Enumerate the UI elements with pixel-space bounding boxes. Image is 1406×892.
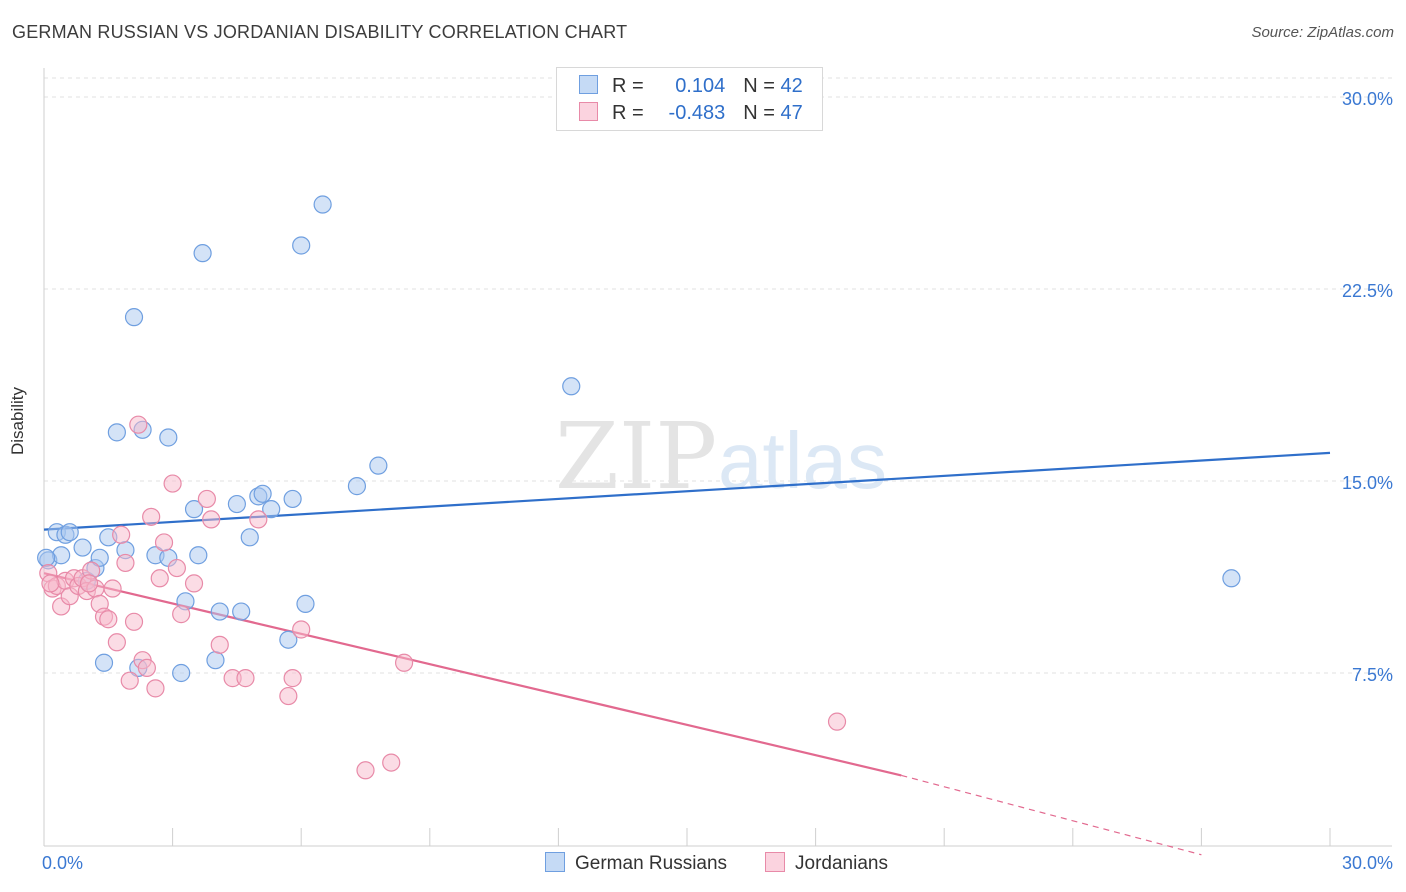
watermark: ZIP atlas <box>555 403 887 510</box>
german-russian-point <box>189 546 208 565</box>
german-russian-point <box>206 651 225 670</box>
legend-row-german-russians: R = 0.104 N = 42 <box>579 75 803 99</box>
watermark-atlas: atlas <box>718 416 887 505</box>
jordanian-point <box>236 669 255 688</box>
german-russian-point <box>60 523 79 542</box>
german-russian-point <box>94 653 114 672</box>
jordanian-point <box>116 553 135 573</box>
german-russian-point <box>227 494 246 514</box>
chart-source: Source: ZipAtlas.com <box>1251 24 1394 41</box>
german-russian-point <box>347 477 367 496</box>
legend-row-jordanians: R = -0.483 N = 47 <box>579 102 803 126</box>
jordanian-point <box>279 686 298 706</box>
german-russian-point <box>253 484 272 503</box>
german-russian-point <box>313 195 332 214</box>
x-tick-label: 30.0% <box>1342 853 1393 873</box>
jordanian-point <box>382 753 401 772</box>
y-tick-label: 22.5% <box>1342 281 1393 301</box>
legend-n-value: 42 <box>780 75 803 97</box>
german-russian-point <box>240 528 259 547</box>
legend-r-value: 0.104 <box>675 75 726 97</box>
german-russian-point <box>73 538 92 557</box>
legend-swatch-pink <box>765 852 785 872</box>
german-russian-point <box>292 236 311 255</box>
jordanian-point <box>107 633 126 652</box>
jordanian-point <box>197 489 216 509</box>
jordanian-point <box>202 510 221 529</box>
watermark-zip: ZIP <box>555 403 717 510</box>
jordanian-point <box>292 620 311 639</box>
jordanian-trend-extension <box>901 774 1202 856</box>
jordanian-point <box>150 569 169 588</box>
legend-r-label: R = <box>612 75 644 97</box>
legend-n-label: N = <box>743 75 775 97</box>
chart-title: GERMAN RUSSIAN VS JORDANIAN DISABILITY C… <box>12 22 628 42</box>
german-russian-point <box>262 500 281 519</box>
legend-r-label: R = <box>612 102 644 124</box>
german-russian-point <box>1222 569 1241 588</box>
y-tick-label: 7.5% <box>1352 665 1393 685</box>
legend-swatch-blue <box>579 75 598 94</box>
jordanian-point <box>283 669 302 688</box>
legend-r-value: -0.483 <box>668 102 726 124</box>
german-russian-point <box>562 377 581 396</box>
jordanian-point <box>827 712 847 731</box>
jordanian-point <box>146 679 165 698</box>
jordanian-point <box>120 671 139 690</box>
legend-label: Jordanians <box>795 853 888 874</box>
german-russian-point <box>124 308 144 327</box>
german-russian-point <box>184 500 204 519</box>
german-russian-point <box>159 428 178 447</box>
jordanian-point <box>172 605 191 624</box>
german-russian-point <box>369 456 388 475</box>
german-russian-point <box>232 602 251 621</box>
german-russian-point <box>283 489 302 509</box>
legend-swatch-pink <box>579 102 598 121</box>
legend-swatch-blue <box>545 852 565 872</box>
german-russian-point <box>90 548 109 567</box>
jordanian-point <box>41 574 60 593</box>
german-russian-point <box>37 548 56 567</box>
y-tick-labels: 7.5% 15.0% 22.5% 30.0% <box>1342 89 1393 685</box>
y-tick-label: 30.0% <box>1342 89 1393 109</box>
legend-label: German Russians <box>575 853 728 874</box>
jordanian-point <box>356 761 375 780</box>
jordanian-point <box>99 610 118 629</box>
german-russian-point <box>107 423 126 442</box>
german-russian-point <box>279 630 298 649</box>
y-tick-label: 15.0% <box>1342 473 1393 493</box>
german-russian-point <box>296 594 315 613</box>
legend-item-german-russians: German Russians <box>545 852 727 875</box>
jordanian-point <box>249 510 268 529</box>
x-tick-label: 0.0% <box>42 853 83 873</box>
jordanian-point <box>142 507 161 526</box>
jordanian-point <box>154 533 174 552</box>
jordanian-point <box>210 635 229 654</box>
jordanian-point <box>184 574 204 593</box>
data-points <box>37 195 1241 780</box>
german-russian-point <box>52 546 71 565</box>
german-russian-point <box>210 602 229 621</box>
german-russian-point <box>193 244 212 263</box>
x-tick-labels: 0.0% 30.0% <box>42 853 1393 873</box>
jordanian-point <box>129 415 148 434</box>
jordanian-point <box>103 579 122 598</box>
legend-n-value: 47 <box>780 102 803 124</box>
jordanian-point <box>112 525 131 544</box>
legend-item-jordanians: Jordanians <box>765 852 888 875</box>
legend-n-label: N = <box>743 102 775 124</box>
jordanian-point <box>167 558 186 578</box>
jordanian-point <box>163 474 182 493</box>
jordanian-point <box>124 612 144 631</box>
grid-lines <box>44 77 1392 674</box>
jordanian-point <box>79 574 99 593</box>
german-russian-point <box>172 663 191 683</box>
jordanian-point <box>137 658 156 677</box>
jordanian-point <box>394 653 414 672</box>
correlation-legend: R = 0.104 N = 42 R = -0.483 N = 47 <box>556 67 823 131</box>
